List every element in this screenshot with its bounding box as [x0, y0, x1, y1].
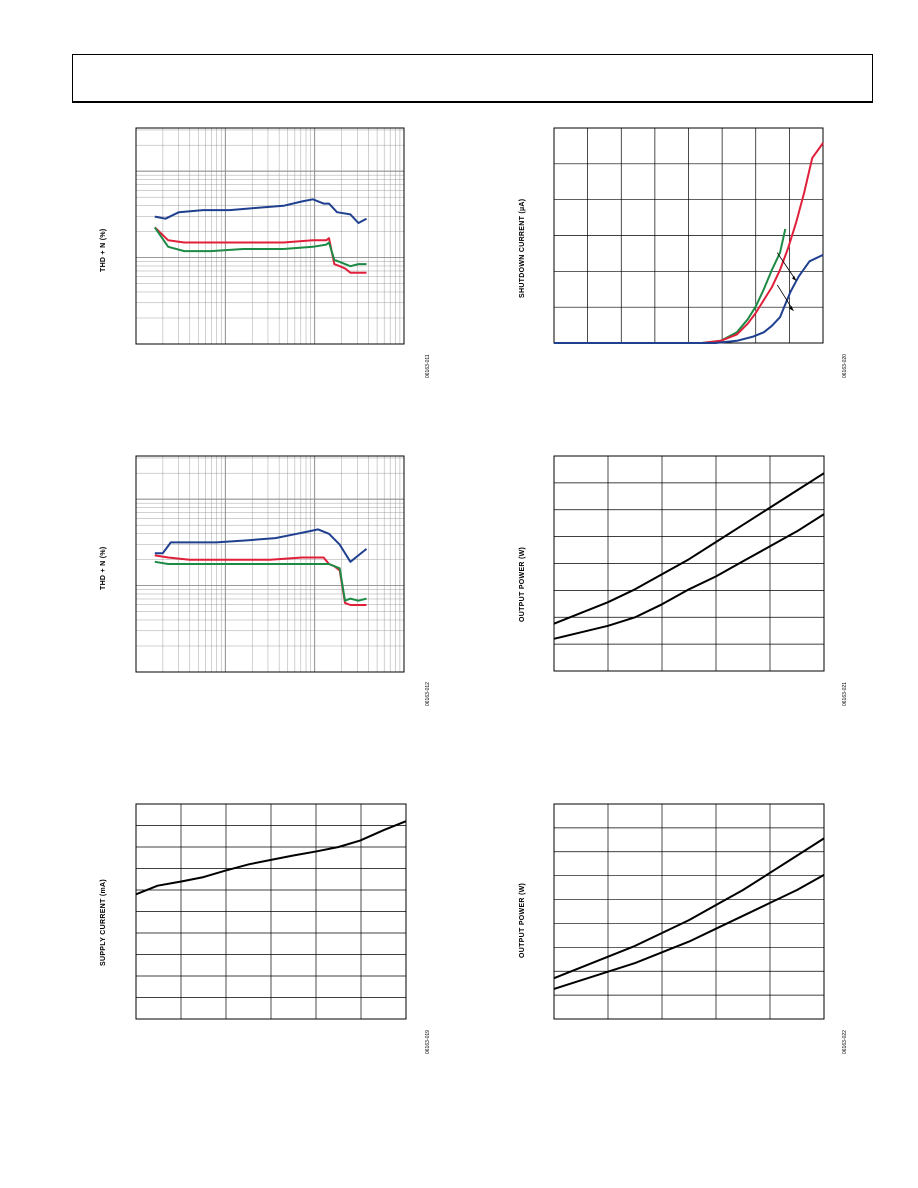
series-line-2: [154, 226, 367, 274]
figure-id: 06163-011: [425, 354, 431, 378]
plot-frame: [553, 803, 825, 1020]
annotation-arrow: [776, 252, 797, 281]
plot-area: [553, 803, 825, 1020]
grid: [554, 456, 824, 671]
grid: [135, 128, 405, 345]
figure-id: 06163-012: [425, 682, 431, 706]
plot-area: [553, 127, 824, 344]
plot-area: [135, 127, 405, 345]
chart-output-power-1: OUTPUT POWER (W) 06163-021: [515, 448, 860, 708]
figure-id: 06163-019: [425, 1030, 431, 1054]
series-line-1: [154, 198, 367, 224]
series-line-1: [554, 228, 787, 344]
series-line-2: [553, 513, 825, 640]
plot-frame: [135, 127, 405, 345]
chart-thd-1: THD + N (%) 06163-011: [96, 120, 436, 380]
plot-area: [553, 455, 825, 672]
series-line-1: [135, 820, 407, 896]
figure-id: 06163-021: [842, 682, 848, 706]
series-line-3: [153, 226, 367, 268]
series-line-2: [554, 142, 824, 344]
series-line-2: [154, 554, 367, 606]
plot-frame: [135, 455, 405, 673]
chart-shutdown-current: SHUTDOWN CURRENT (µA) 06163-020: [515, 120, 860, 380]
plot-frame: [553, 455, 825, 672]
plot-area: [135, 455, 405, 673]
series-line-1: [553, 472, 825, 625]
chart-supply-current: SUPPLY CURRENT (mA) 06163-019: [96, 796, 436, 1056]
grid: [136, 804, 406, 1019]
figure-id: 06163-020: [842, 354, 848, 378]
figure-id: 06163-022: [842, 1030, 848, 1054]
chart-output-power-2: OUTPUT POWER (W) 06163-022: [515, 796, 860, 1056]
series-line-3: [154, 560, 367, 602]
series-line-2: [553, 874, 825, 990]
series-line-1: [553, 837, 825, 980]
chart-thd-2: THD + N (%) 06163-012: [96, 448, 436, 708]
annotation-arrowhead: [789, 305, 794, 311]
annotation-arrowhead: [792, 275, 797, 281]
grid: [554, 804, 824, 1019]
plot-area: [135, 803, 407, 1020]
series-line-1: [154, 528, 368, 563]
series-line-3: [554, 253, 824, 344]
annotation-arrow: [776, 284, 794, 311]
page-header-box: [72, 54, 873, 103]
plot-frame: [135, 803, 407, 1020]
